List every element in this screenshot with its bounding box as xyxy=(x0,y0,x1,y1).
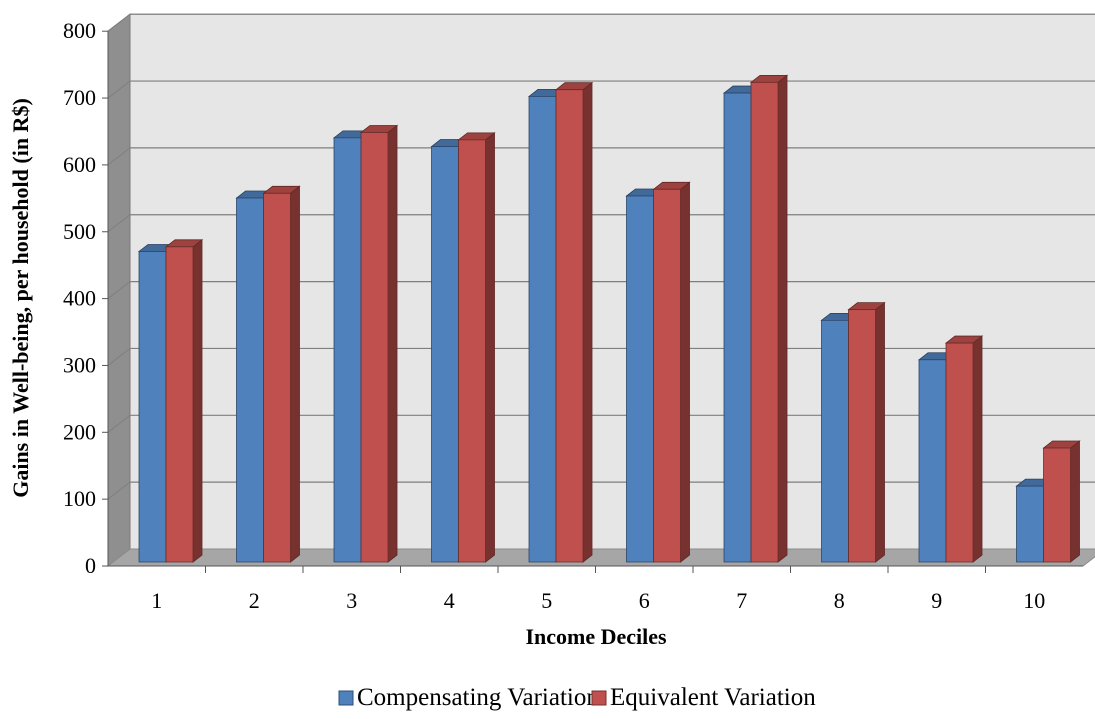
y-tick-label: 300 xyxy=(63,352,96,377)
bar-side xyxy=(777,74,788,563)
bar-equivalent-10 xyxy=(1042,440,1081,563)
bar-front xyxy=(360,132,389,563)
gridline-side xyxy=(107,281,131,299)
y-axis-title: Gains in Well-being, per household (in R… xyxy=(8,98,33,498)
legend-label: Compensating Variation xyxy=(357,684,599,711)
bar-equivalent-2 xyxy=(262,185,301,563)
gridline-side xyxy=(107,80,131,99)
bar-equivalent-7 xyxy=(749,74,789,563)
bar-front xyxy=(555,89,584,563)
bar-equivalent-1 xyxy=(164,238,204,563)
bar-side xyxy=(387,124,398,563)
bar-equivalent-8 xyxy=(847,301,886,563)
bar-side xyxy=(972,335,983,563)
bar-side xyxy=(290,185,300,563)
y-tick-label: 600 xyxy=(63,152,96,177)
legend-item-equivalent: Equivalent Variation xyxy=(591,684,816,711)
bars xyxy=(137,74,1081,563)
x-tick-label: 7 xyxy=(736,588,747,613)
y-tick-label: 500 xyxy=(63,219,96,244)
bar-equivalent-3 xyxy=(359,124,399,563)
bar-side xyxy=(192,238,203,563)
gridline-side xyxy=(107,147,131,166)
legend-swatch xyxy=(591,690,607,706)
bar-front xyxy=(848,309,876,563)
y-tick-label: 100 xyxy=(63,486,96,511)
bar-front xyxy=(138,251,167,563)
bar-side xyxy=(1070,440,1080,563)
x-tick-label: 9 xyxy=(931,588,942,613)
legend-label: Equivalent Variation xyxy=(610,684,816,711)
x-tick-labels: 1 2 3 4 5 6 7 8 9 10 xyxy=(151,588,1045,613)
bar-equivalent-9 xyxy=(944,335,984,563)
bar-equivalent-4 xyxy=(457,132,496,563)
bar-equivalent-6 xyxy=(652,181,691,563)
bar-front xyxy=(945,342,974,563)
axes xyxy=(102,30,1083,573)
x-tick-label: 5 xyxy=(541,588,552,613)
x-tick-label: 6 xyxy=(639,588,650,613)
bar-side xyxy=(485,132,495,563)
y-tick-labels: 0 100 200 300 400 500 600 700 800 xyxy=(63,18,96,578)
bar-front xyxy=(165,246,194,563)
legend-item-compensating: Compensating Variation xyxy=(338,684,599,711)
bar-front xyxy=(626,195,654,563)
bar-front xyxy=(333,137,362,563)
x-tick-label: 4 xyxy=(444,588,455,613)
y-tick-label: 0 xyxy=(85,553,96,578)
gridline-side xyxy=(107,414,131,433)
bar-front xyxy=(723,92,752,563)
x-tick-label: 3 xyxy=(346,588,357,613)
bar-front xyxy=(750,81,779,563)
bar-equivalent-5 xyxy=(554,81,594,563)
gridline-side xyxy=(107,13,131,32)
bar-front xyxy=(653,188,681,563)
bar-front xyxy=(821,319,849,563)
x-tick-label: 2 xyxy=(249,588,260,613)
bar-side xyxy=(582,81,593,563)
bar-front xyxy=(263,192,291,563)
y-tick-label: 700 xyxy=(63,85,96,110)
legend: Compensating Variation Equivalent Variati… xyxy=(338,684,816,711)
bar-side xyxy=(680,181,690,563)
y-tick-label: 800 xyxy=(63,18,96,43)
x-tick-label: 10 xyxy=(1023,588,1045,613)
x-tick-label: 1 xyxy=(151,588,162,613)
bar-front xyxy=(918,359,947,563)
y-tick-label: 400 xyxy=(63,286,96,311)
bar-front xyxy=(236,197,264,563)
gridline-side xyxy=(107,481,131,500)
x-axis-title: Income Deciles xyxy=(525,624,667,649)
bar-front xyxy=(431,146,459,563)
bar-front xyxy=(1016,485,1044,563)
x-tick-label: 8 xyxy=(834,588,845,613)
legend-swatch xyxy=(338,690,354,706)
gridline-side xyxy=(107,348,131,366)
bar-front xyxy=(1043,447,1071,563)
bar-front xyxy=(528,95,557,563)
bar-front xyxy=(458,139,486,563)
bar-side xyxy=(875,301,885,563)
y-tick-label: 200 xyxy=(63,419,96,444)
gridline-side xyxy=(107,214,131,233)
